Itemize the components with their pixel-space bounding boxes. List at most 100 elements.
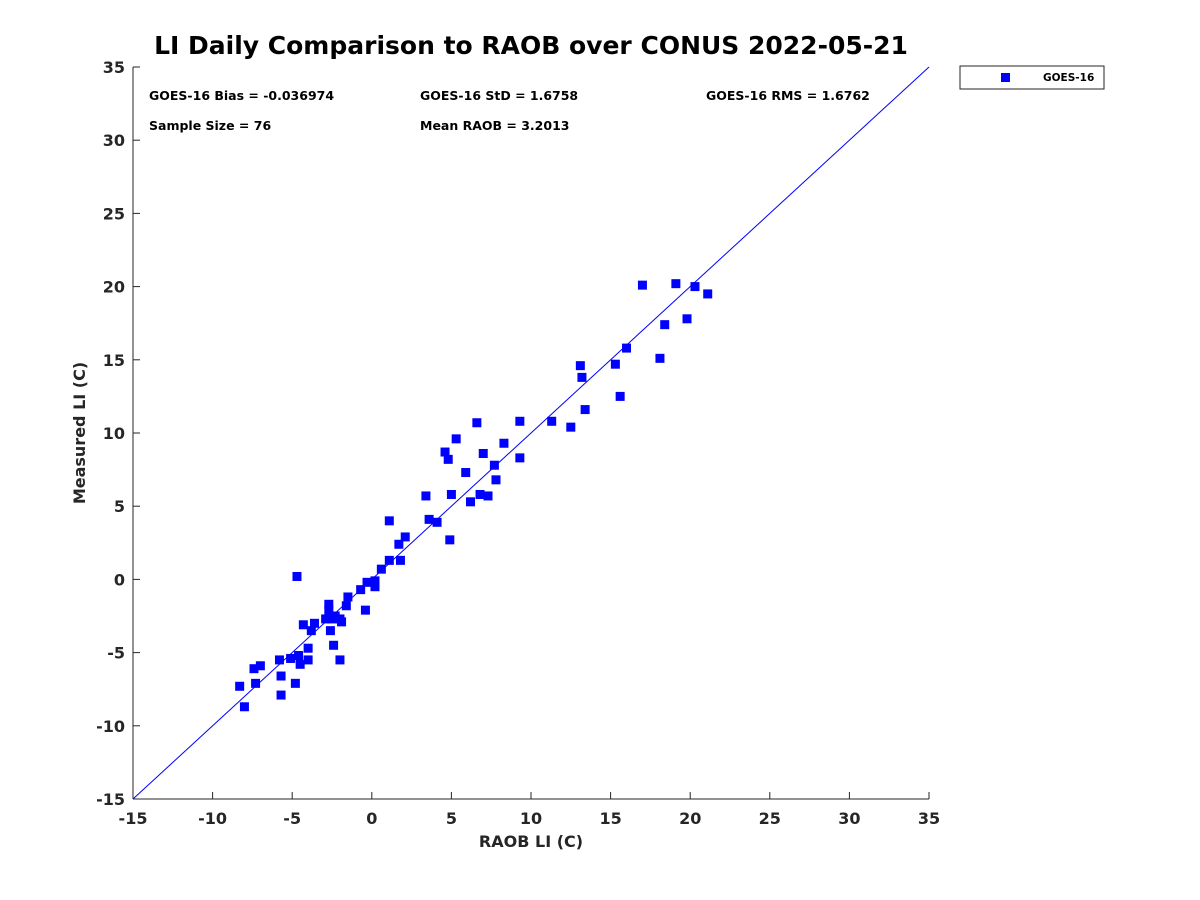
- x-tick-label: -5: [283, 809, 301, 828]
- data-point: [235, 681, 245, 691]
- stat-std: GOES-16 StD = 1.6758: [420, 88, 578, 103]
- data-point: [286, 653, 296, 663]
- data-point: [309, 618, 319, 628]
- one-to-one-line: [132, 66, 930, 800]
- data-point: [376, 564, 386, 574]
- legend-label: GOES-16: [1043, 72, 1094, 84]
- data-point: [610, 359, 620, 369]
- y-axis-label: Measured LI (C): [70, 362, 89, 504]
- data-point: [515, 453, 525, 463]
- stat-sample-size: Sample Size = 76: [149, 118, 271, 133]
- data-point: [515, 416, 525, 426]
- data-point: [682, 314, 692, 324]
- data-point: [329, 640, 339, 650]
- data-point: [445, 535, 455, 545]
- x-tick-label: 5: [446, 809, 457, 828]
- data-point: [575, 361, 585, 371]
- data-point: [443, 454, 453, 464]
- data-point: [475, 489, 485, 499]
- data-point: [303, 643, 313, 653]
- x-axis-label: RAOB LI (C): [479, 832, 583, 851]
- data-point: [421, 491, 431, 501]
- data-point: [356, 585, 366, 595]
- data-point: [239, 702, 249, 712]
- legend-marker: [1001, 73, 1010, 82]
- y-tick-label: 25: [103, 204, 125, 223]
- data-point: [251, 678, 261, 688]
- data-point: [384, 555, 394, 565]
- data-point: [491, 475, 501, 485]
- data-point: [324, 605, 334, 615]
- data-point: [395, 555, 405, 565]
- data-point: [466, 497, 476, 507]
- y-tick-label: -15: [96, 790, 125, 809]
- y-tick-label: -5: [107, 644, 125, 663]
- data-point: [461, 468, 471, 478]
- data-point: [370, 582, 380, 592]
- y-tick-label: 5: [114, 497, 125, 516]
- x-tick-label: 15: [599, 809, 621, 828]
- data-point: [306, 626, 316, 636]
- stat-rms: GOES-16 RMS = 1.6762: [706, 88, 870, 103]
- stat-mean-raob: Mean RAOB = 3.2013: [420, 118, 569, 133]
- data-point: [384, 516, 394, 526]
- data-point: [341, 601, 351, 611]
- legend: GOES-16: [959, 65, 1105, 90]
- data-point: [478, 448, 488, 458]
- y-tick-label: 35: [103, 58, 125, 77]
- data-point: [298, 620, 308, 630]
- data-point: [566, 422, 576, 432]
- x-tick-label: 20: [679, 809, 701, 828]
- y-tick-label: 20: [103, 278, 125, 297]
- data-point: [690, 282, 700, 292]
- data-point: [370, 576, 380, 586]
- data-point: [660, 320, 670, 330]
- x-tick-label: 0: [366, 809, 377, 828]
- data-point: [276, 671, 286, 681]
- data-point: [249, 664, 259, 674]
- y-tick-label: 30: [103, 131, 125, 150]
- data-point: [483, 491, 493, 501]
- y-tick-label: -10: [96, 717, 125, 736]
- data-point: [472, 418, 482, 428]
- goes16-markers: [235, 279, 713, 712]
- data-point: [655, 353, 665, 363]
- data-point: [446, 489, 456, 499]
- data-point: [337, 617, 347, 627]
- data-point: [343, 592, 353, 602]
- x-tick-label: 10: [520, 809, 542, 828]
- data-point: [255, 661, 265, 671]
- data-point: [325, 626, 335, 636]
- x-tick-label: -15: [119, 809, 148, 828]
- plot-area: -15 -10 -5 0 5 10 15 20 25 30 35 -15 -10 -5 0 5 10 15 20 2…: [96, 58, 940, 828]
- data-point: [295, 659, 305, 669]
- data-point: [622, 343, 632, 353]
- y-tick-label: 0: [114, 570, 125, 589]
- data-point: [394, 539, 404, 549]
- data-point: [335, 655, 345, 665]
- data-point: [292, 571, 302, 581]
- data-point: [432, 517, 442, 527]
- data-point: [324, 599, 334, 609]
- data-point: [547, 416, 557, 426]
- data-point: [294, 651, 304, 661]
- data-point: [290, 678, 300, 688]
- x-tick-label: -10: [198, 809, 227, 828]
- legend-box: [959, 65, 1105, 90]
- data-point: [400, 532, 410, 542]
- data-point: [615, 391, 625, 401]
- data-point: [321, 614, 331, 624]
- x-tick-label: 35: [918, 809, 940, 828]
- stats-annotations: GOES-16 Bias = -0.036974 GOES-16 StD = 1…: [149, 88, 870, 133]
- data-point: [362, 577, 372, 587]
- data-point: [637, 280, 647, 290]
- data-point: [671, 279, 681, 289]
- data-point: [577, 372, 587, 382]
- data-point: [424, 514, 434, 524]
- data-point: [451, 434, 461, 444]
- data-point: [499, 438, 509, 448]
- x-tick-label: 25: [759, 809, 781, 828]
- data-point: [330, 611, 340, 621]
- data-point: [360, 605, 370, 615]
